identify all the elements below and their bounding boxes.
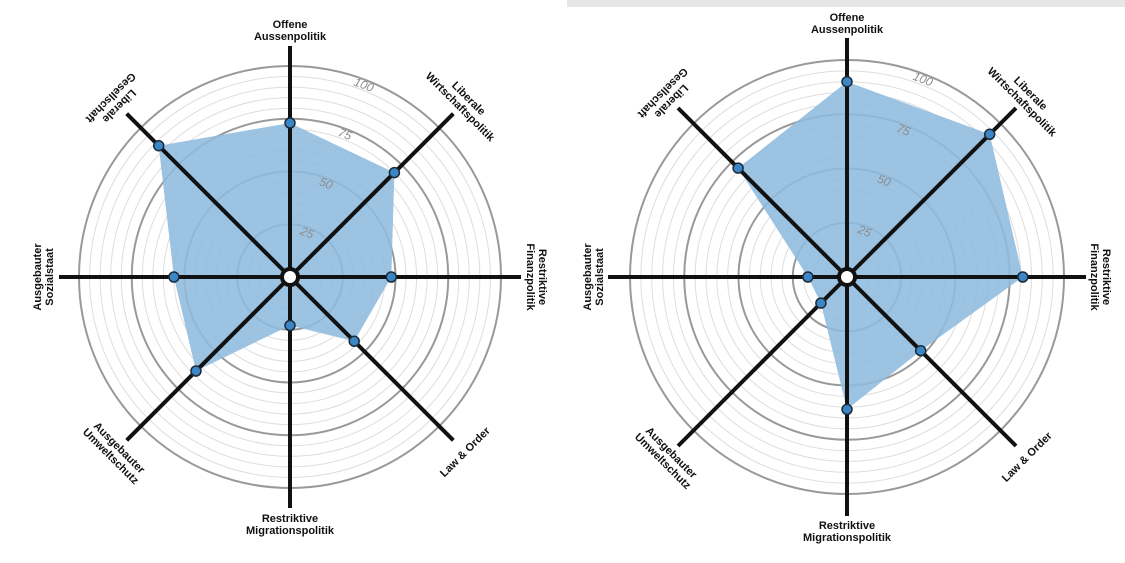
data-point-ausgebauter-umweltschutz (815, 297, 827, 309)
axis-label-line: Finanzpolitik (1088, 243, 1100, 311)
axis-spoke-liberale-gesellschaft (676, 106, 849, 279)
data-point-ausgebauter-umweltschutz (190, 365, 202, 377)
axis-label-offene-aussenpolitik: Offene Aussenpolitik (811, 12, 884, 36)
tick-label-100: 100 (911, 69, 935, 89)
axis-spoke-liberale-wirtschaftspolitik (288, 112, 455, 279)
data-point-offene-aussenpolitik (841, 75, 853, 88)
axis-label-restriktive-finanzpolitik: RestriktiveFinanzpolitik (524, 243, 548, 311)
axis-label-line: Offene (830, 12, 865, 24)
data-point-restriktive-migrationspolitik (284, 319, 296, 332)
data-point-restriktive-finanzpolitik (1017, 271, 1029, 283)
data-point-ausgebauter-sozialstaat (802, 271, 814, 283)
tick-label-75: 75 (895, 121, 913, 139)
axis-spoke-law-and-order (845, 275, 1018, 448)
axis-label-line: Ausgebauter (582, 243, 594, 311)
axis-label-line: Restriktive (536, 249, 548, 305)
data-point-ausgebauter-sozialstaat (168, 271, 180, 283)
axis-spoke-liberale-gesellschaft (125, 112, 292, 279)
tick-label-75: 75 (336, 125, 354, 143)
axis-label-line: Migrationspolitik (803, 532, 892, 544)
axis-label-restriktive-migrationspolitik: Restriktive Migrationspolitik (246, 513, 335, 537)
axis-label-line: Aussenpolitik (811, 24, 884, 36)
axis-label-restriktive-finanzpolitik: RestriktiveFinanzpolitik (1088, 243, 1112, 311)
axis-label-line: Finanzpolitik (524, 243, 536, 311)
data-point-liberale-gesellschaft (732, 162, 744, 174)
center-hub (837, 267, 857, 287)
tick-label-25: 25 (855, 222, 874, 240)
data-point-offene-aussenpolitik (284, 117, 296, 129)
data-point-liberale-gesellschaft (152, 139, 165, 152)
axis-label-line: Migrationspolitik (246, 525, 335, 537)
tick-label-50: 50 (317, 174, 335, 192)
center-hub (280, 267, 300, 287)
axis-spoke-law-and-order (288, 275, 455, 442)
data-point-liberale-wirtschaftspolitik (388, 166, 401, 179)
window-top-bar (567, 0, 1125, 7)
data-point-restriktive-migrationspolitik (841, 403, 853, 416)
tick-label-25: 25 (297, 223, 316, 241)
axis-label-line: Restriktive (1100, 249, 1112, 305)
tick-label-100: 100 (352, 75, 376, 95)
tick-label-50: 50 (875, 172, 893, 190)
data-area (158, 123, 395, 371)
axis-label-line: Restriktive (819, 520, 875, 532)
data-point-liberale-wirtschaftspolitik (983, 128, 996, 141)
data-point-law-and-order (914, 344, 927, 357)
data-point-restriktive-finanzpolitik (385, 271, 398, 283)
axis-label-line: Ausgebauter (32, 243, 44, 311)
axis-label-ausgebauter-sozialstaat: AusgebauterSozialstaat (32, 243, 56, 311)
axis-label-line: Aussenpolitik (254, 31, 327, 43)
axis-label-ausgebauter-sozialstaat: AusgebauterSozialstaat (582, 243, 606, 311)
axis-label-line: Offene (273, 19, 308, 31)
axis-spoke-ausgebauter-umweltschutz (125, 275, 292, 442)
axis-label-offene-aussenpolitik: Offene Aussenpolitik (254, 19, 327, 43)
axis-label-line: Sozialstaat (44, 248, 56, 306)
axis-label-restriktive-migrationspolitik: Restriktive Migrationspolitik (803, 520, 892, 544)
axis-label-line: Sozialstaat (594, 248, 606, 306)
data-point-law-and-order (348, 335, 360, 347)
axis-label-line: Restriktive (262, 513, 318, 525)
